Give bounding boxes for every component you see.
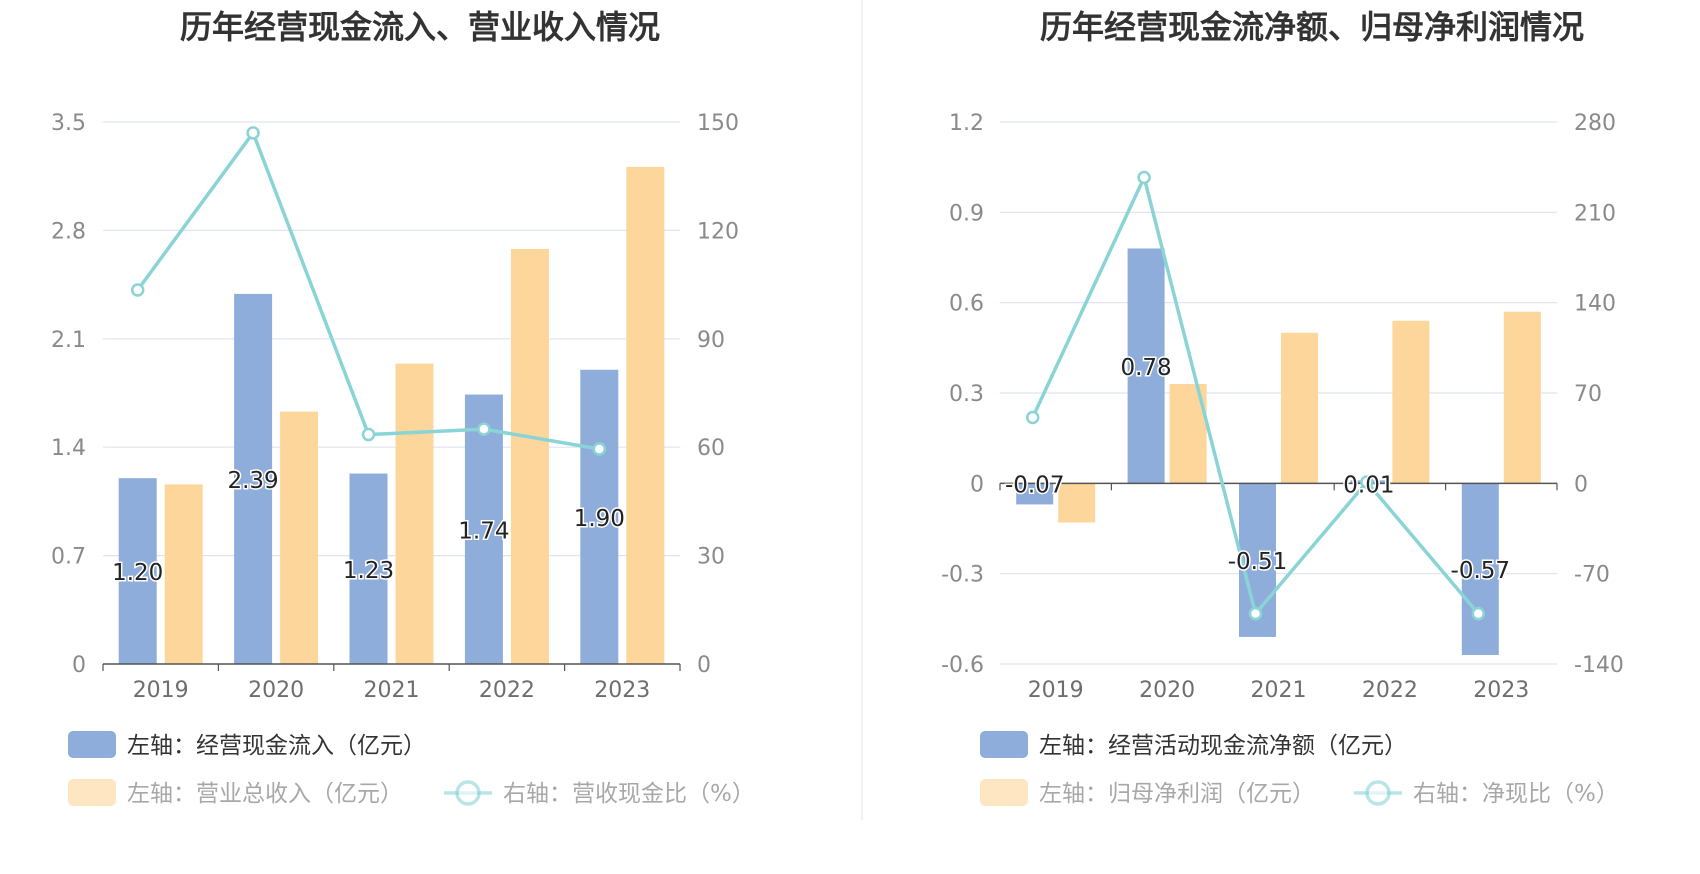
bar-primary-2023 (580, 369, 619, 664)
bar-primary-2023 (1461, 483, 1499, 655)
category-label: 2019 (1028, 678, 1084, 703)
bar-data-label: 1.20 (112, 560, 163, 586)
bar-secondary-2022 (510, 248, 549, 665)
legend-swatch-marker (455, 780, 481, 806)
right-axis-tick-label: 30 (697, 545, 725, 570)
legend-label: 右轴：营收现金比（%） (503, 781, 755, 807)
ratio-point-2020 (246, 126, 260, 140)
right-axis-tick-label: -140 (1574, 653, 1624, 678)
ratio-point-2019 (130, 283, 145, 297)
legend-swatch-marker (1365, 780, 1391, 806)
ratio-point-2022 (477, 422, 491, 436)
bar-data-label: -0.07 (1005, 472, 1065, 498)
bar-data-label: 1.90 (574, 506, 625, 532)
legend-swatch-bar (68, 779, 116, 806)
legend-label: 左轴：归母净利润（亿元） (1039, 781, 1315, 807)
bar-primary-2020 (1127, 248, 1165, 484)
bar-data-label: 0.01 (1343, 472, 1394, 498)
bar-primary-2020 (234, 293, 273, 664)
bar-primary-2022 (464, 394, 503, 664)
left-axis-tick-label: 2.1 (51, 328, 86, 353)
category-label: 2021 (364, 678, 420, 703)
ratio-point-2023 (592, 442, 607, 456)
left-axis-tick-label: -0.3 (941, 563, 984, 588)
ratio-point-2019 (1025, 410, 1040, 425)
right-axis-tick-label: 150 (697, 111, 739, 136)
legend-label: 左轴：经营活动现金流净额（亿元） (1039, 733, 1407, 759)
left-axis-tick-label: 1.2 (949, 111, 984, 136)
right-axis-tick-label: 0 (1574, 472, 1588, 497)
bar-secondary-2023 (1503, 311, 1541, 484)
bar-data-label: 1.74 (458, 518, 509, 544)
category-label: 2022 (1362, 678, 1418, 703)
left-axis-tick-label: -0.6 (941, 653, 984, 678)
left-axis-tick-label: 2.8 (51, 219, 86, 244)
right-axis-tick-label: -70 (1574, 563, 1610, 588)
category-label: 2020 (1139, 678, 1195, 703)
bar-primary-2019 (118, 478, 157, 664)
bar-secondary-2022 (1392, 320, 1430, 484)
left-axis-tick-label: 0 (72, 653, 86, 678)
bar-secondary-2021 (1281, 332, 1318, 484)
ratio-point-2021 (1248, 606, 1263, 621)
bar-secondary-2019 (164, 484, 203, 664)
bar-data-label: -0.51 (1228, 549, 1288, 575)
right-axis-tick-label: 120 (697, 219, 739, 244)
legend-swatch-bar (980, 731, 1028, 758)
chart-title: 历年经营现金流净额、归母净利润情况 (1040, 8, 1584, 46)
right-axis-tick-label: 70 (1574, 382, 1602, 407)
legend-label: 左轴：营业总收入（亿元） (127, 781, 403, 807)
chart-title: 历年经营现金流入、营业收入情况 (180, 8, 660, 46)
ratio-point-2022 (1360, 475, 1374, 489)
left-axis-tick-label: 1.4 (51, 436, 86, 461)
ratio-point-2023 (1471, 606, 1486, 621)
left-axis-tick-label: 0 (970, 472, 984, 497)
bar-primary-2021 (349, 473, 388, 664)
legend-swatch-bar (68, 731, 116, 758)
left-axis-tick-label: 3.5 (51, 111, 86, 136)
category-label: 2019 (133, 678, 189, 703)
bar-data-label: 0.78 (1120, 355, 1171, 381)
bar-data-label: -0.57 (1451, 558, 1511, 584)
right-axis-tick-label: 90 (697, 328, 725, 353)
category-label: 2021 (1251, 678, 1307, 703)
left-axis-tick-label: 0.7 (51, 545, 86, 570)
bar-secondary-2023 (626, 166, 665, 664)
category-label: 2023 (1473, 678, 1529, 703)
right-axis-tick-label: 140 (1574, 292, 1616, 317)
legend-label: 左轴：经营现金流入（亿元） (127, 733, 426, 759)
bar-primary-2019 (1016, 483, 1054, 505)
bar-data-label: 2.39 (227, 468, 278, 494)
bar-secondary-2019 (1058, 483, 1096, 523)
left-axis-tick-label: 0.6 (949, 292, 984, 317)
right-axis-tick-label: 210 (1574, 201, 1616, 226)
bar-data-label: 1.23 (343, 558, 394, 584)
left-axis-tick-label: 0.9 (949, 201, 984, 226)
ratio-point-2021 (361, 427, 376, 442)
legend-swatch-bar (980, 779, 1028, 806)
category-label: 2020 (248, 678, 304, 703)
right-axis-tick-label: 0 (697, 653, 711, 678)
bar-secondary-2021 (395, 363, 434, 664)
right-axis-tick-label: 280 (1574, 111, 1616, 136)
category-label: 2022 (479, 678, 535, 703)
right-axis-tick-label: 60 (697, 436, 725, 461)
bar-secondary-2020 (280, 411, 319, 664)
category-label: 2023 (594, 678, 650, 703)
legend-label: 右轴：净现比（%） (1413, 781, 1619, 807)
left-axis-tick-label: 0.3 (949, 382, 984, 407)
ratio-point-2020 (1137, 170, 1151, 185)
